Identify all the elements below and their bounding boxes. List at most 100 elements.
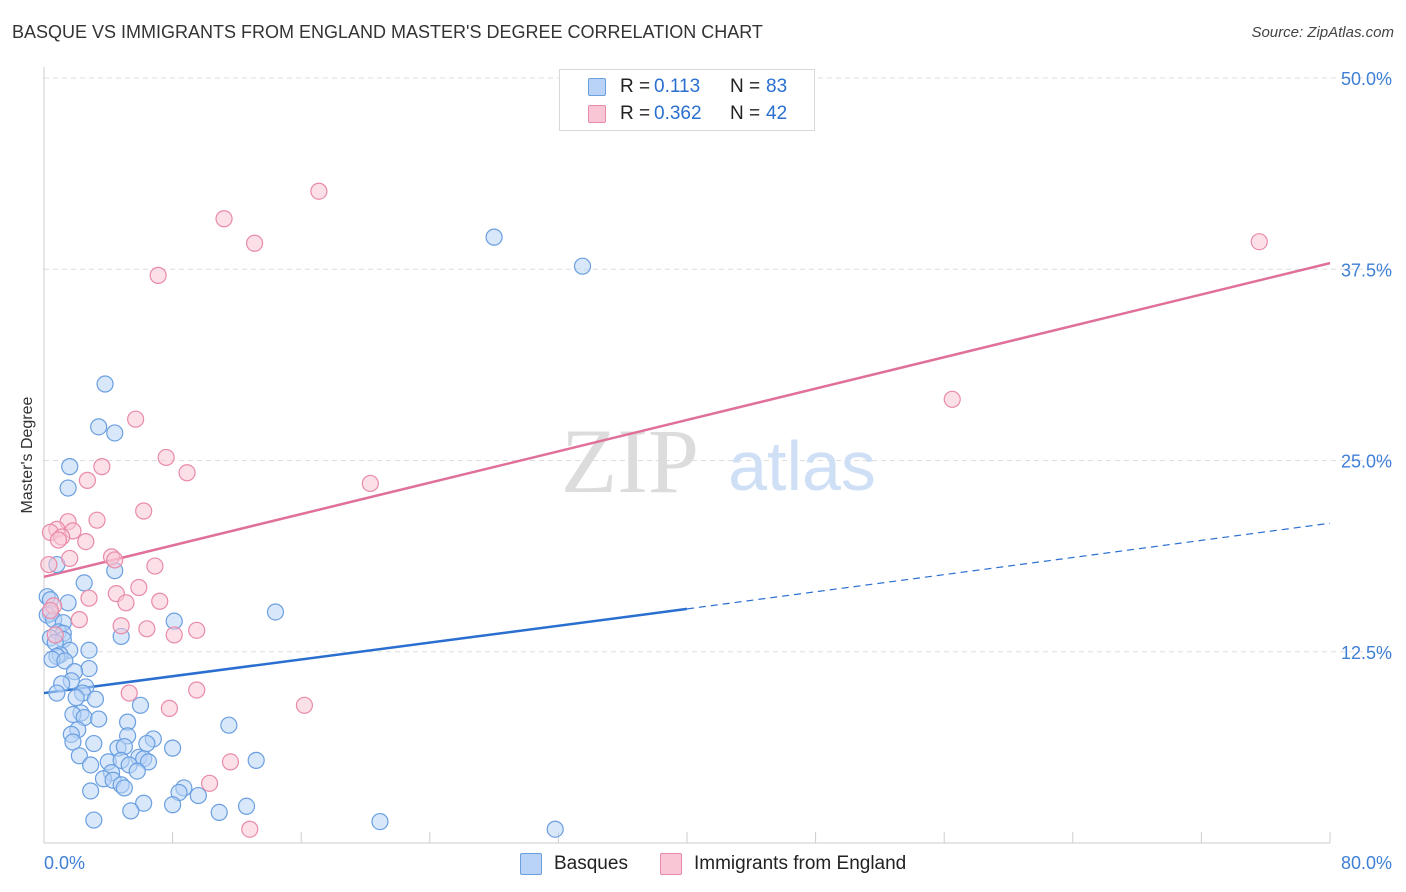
point-england — [295, 696, 314, 714]
point-basques — [135, 794, 153, 812]
point-england — [49, 531, 68, 549]
point-england — [245, 234, 264, 252]
point-england — [178, 464, 196, 482]
point-england — [80, 589, 98, 607]
point-basques — [189, 786, 207, 805]
point-basques — [128, 762, 146, 780]
point-england — [146, 557, 164, 575]
legend-n-value: 42 — [766, 103, 788, 124]
legend-n-label: N = — [730, 103, 761, 124]
point-basques — [85, 811, 103, 829]
axes — [43, 67, 1331, 844]
correlation-legend: R = 0.113 N = 83 R = 0.362 N = 42 — [559, 69, 815, 131]
point-basques — [266, 603, 285, 621]
point-england — [41, 601, 60, 620]
y-tick-label: 25.0% — [1341, 452, 1392, 472]
point-england — [117, 594, 135, 612]
point-england — [106, 551, 124, 569]
legend-r-label: R = — [620, 76, 651, 97]
legend-swatch-pink — [588, 105, 606, 123]
point-england — [93, 458, 111, 476]
point-england — [112, 617, 130, 635]
point-england — [78, 471, 97, 489]
point-basques — [75, 574, 93, 592]
point-england — [310, 182, 328, 200]
point-basques — [59, 479, 77, 497]
point-basques — [131, 696, 150, 714]
x-tick-label-min: 0.0% — [44, 853, 85, 873]
point-basques — [80, 659, 98, 678]
point-basques — [115, 779, 133, 797]
y-tick-label: 50.0% — [1341, 69, 1392, 89]
point-england — [127, 410, 145, 428]
point-basques — [106, 424, 124, 442]
trend-line-basques — [43, 607, 688, 695]
legend-swatch-blue — [520, 853, 542, 875]
point-england — [40, 555, 58, 574]
legend-label-basques: Basques — [554, 853, 628, 874]
point-england — [46, 626, 64, 644]
point-basques — [86, 690, 105, 708]
point-england — [165, 626, 183, 644]
watermark-zip: ZIP — [561, 410, 699, 512]
point-england — [157, 448, 175, 467]
legend-row-basques: R = 0.113 N = 83 — [560, 74, 816, 100]
watermark-atlas: atlas — [728, 427, 876, 505]
point-england — [188, 621, 206, 639]
y-tick-label: 12.5% — [1341, 643, 1392, 663]
point-basques — [90, 418, 108, 436]
legend-n-value: 83 — [766, 76, 788, 97]
data-points — [38, 182, 1268, 838]
point-england — [138, 620, 156, 638]
legend-r-value: 0.362 — [654, 103, 702, 124]
point-england — [77, 532, 95, 551]
grid-lines — [44, 77, 1392, 653]
point-basques — [371, 812, 389, 831]
point-basques — [61, 458, 79, 476]
point-england — [188, 681, 206, 699]
point-basques — [70, 747, 88, 765]
point-basques — [56, 652, 74, 670]
watermark: ZIP atlas — [561, 410, 876, 512]
point-basques — [82, 782, 100, 800]
point-england — [61, 549, 79, 568]
point-basques — [164, 739, 182, 757]
point-basques — [80, 641, 98, 659]
point-basques — [485, 228, 503, 246]
chart-source: Source: ZipAtlas.com — [1251, 24, 1394, 41]
point-england — [130, 578, 148, 597]
x-tick-label-max: 80.0% — [1341, 853, 1392, 873]
point-basques — [64, 733, 82, 751]
point-england — [200, 774, 219, 792]
series-legend: Basques Immigrants from England — [0, 852, 1406, 878]
point-basques — [139, 753, 158, 771]
point-basques — [90, 710, 108, 728]
point-england — [135, 502, 153, 520]
point-england — [160, 699, 178, 717]
legend-n-label: N = — [730, 76, 761, 97]
point-basques — [48, 684, 66, 702]
point-england — [1250, 233, 1268, 251]
point-england — [241, 820, 259, 838]
legend-row-england: R = 0.362 N = 42 — [560, 101, 816, 127]
point-england — [943, 390, 961, 408]
point-basques — [237, 797, 256, 815]
trend-line-england — [43, 261, 1331, 578]
point-basques — [96, 375, 114, 393]
legend-r-value: 0.113 — [654, 76, 701, 97]
point-basques — [67, 689, 85, 707]
chart-title: BASQUE VS IMMIGRANTS FROM ENGLAND MASTER… — [12, 22, 763, 42]
legend-label-england: Immigrants from England — [694, 853, 907, 874]
point-england — [215, 210, 233, 228]
point-england — [149, 266, 167, 284]
legend-swatch-pink — [660, 853, 682, 875]
y-tick-label: 37.5% — [1341, 260, 1392, 280]
point-basques — [122, 802, 140, 820]
point-basques — [573, 257, 592, 275]
trend-line-basques-extension — [686, 522, 1331, 610]
point-basques — [546, 820, 564, 838]
trend-lines — [43, 261, 1331, 695]
point-basques — [85, 734, 103, 753]
legend-r-label: R = — [620, 103, 651, 124]
